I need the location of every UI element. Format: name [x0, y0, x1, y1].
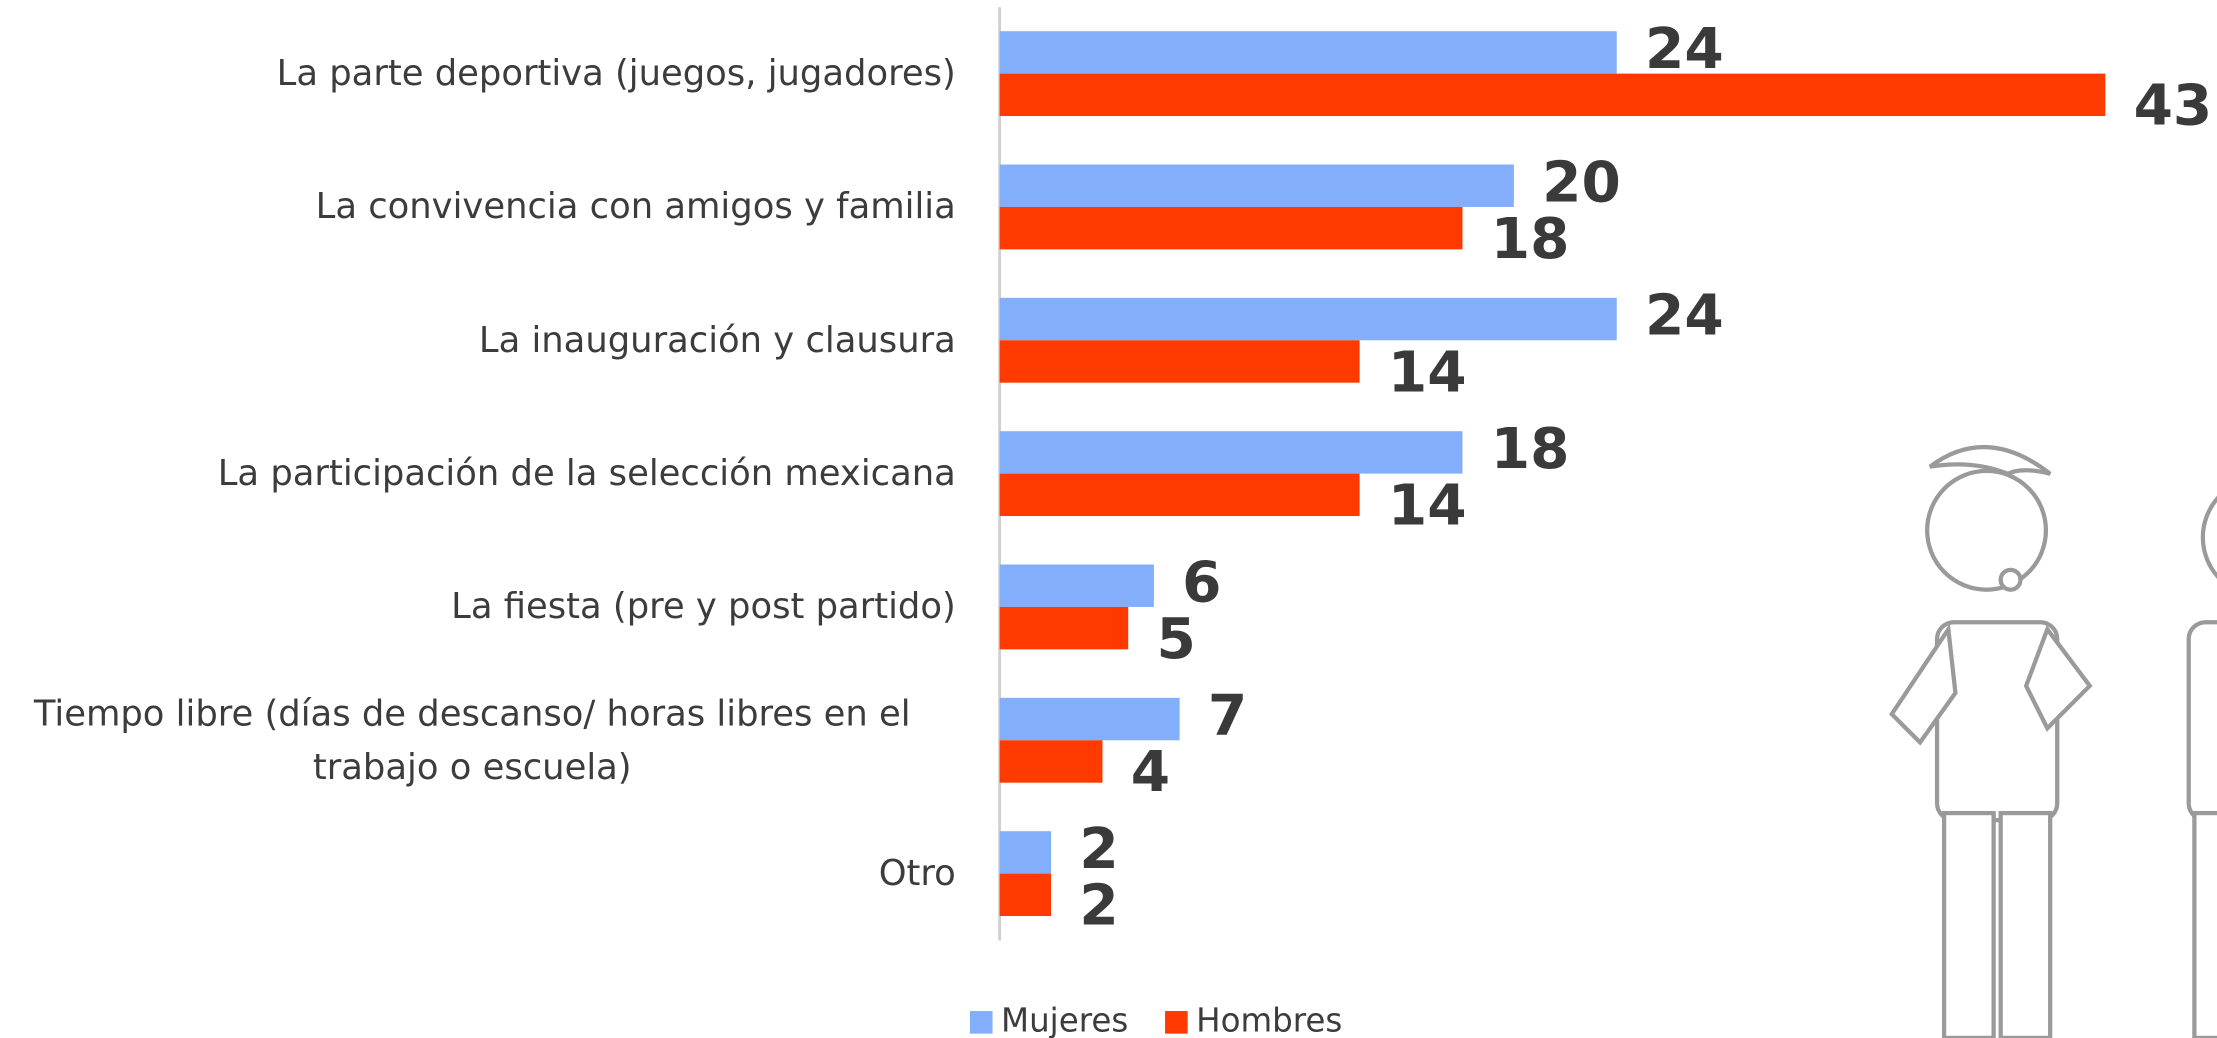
legend-swatch [969, 1011, 993, 1034]
bar [999, 740, 1103, 783]
bar [999, 73, 2106, 117]
bar [999, 164, 1514, 207]
bar [999, 206, 1463, 250]
bar [999, 340, 1360, 383]
category-label: Tiempo libre (días de descanso/ horas li… [33, 692, 911, 787]
category-label-box: La inauguración y clausura [478, 319, 956, 361]
category-label: La convivencia con amigos y familia [315, 185, 956, 227]
category-label: Otro [878, 852, 956, 894]
value-label: 4 [1131, 740, 1170, 805]
bar [999, 831, 1052, 874]
bar [999, 873, 1052, 917]
legend-label: Mujeres [1001, 1001, 1128, 1038]
category-label: La fiesta (pre y post partido) [451, 585, 956, 627]
category-label: La parte deportiva (juegos, jugadores) [276, 52, 956, 94]
category-label-box: La participación de la selección mexican… [217, 452, 956, 494]
bar [999, 697, 1180, 741]
value-label: 43 [2134, 74, 2213, 139]
value-label: 14 [1388, 340, 1467, 405]
bar [999, 473, 1360, 517]
value-label: 24 [1645, 284, 1724, 349]
category-label: La participación de la selección mexican… [217, 452, 956, 494]
value-label: 5 [1156, 607, 1195, 672]
value-label: 18 [1491, 207, 1570, 272]
category-label: La inauguración y clausura [478, 319, 956, 361]
bar [999, 31, 1617, 74]
bar [999, 431, 1463, 474]
value-label: 24 [1645, 17, 1724, 82]
value-label: 6 [1182, 550, 1221, 615]
category-label-box: Tiempo libre (días de descanso/ horas li… [33, 692, 911, 787]
legend-label: Hombres [1196, 1001, 1342, 1038]
bar [999, 606, 1129, 650]
value-label: 2 [1079, 874, 1118, 939]
value-label: 7 [1208, 684, 1247, 749]
value-label: 18 [1491, 417, 1570, 482]
category-label-box: La fiesta (pre y post partido) [451, 585, 956, 627]
category-label-box: Otro [878, 852, 956, 894]
bar [999, 564, 1154, 607]
value-label: 2 [1079, 817, 1118, 882]
bar [999, 297, 1617, 341]
legend-swatch [1165, 1011, 1188, 1034]
illustration [1889, 445, 2217, 1038]
category-label-box: La parte deportiva (juegos, jugadores) [276, 52, 956, 94]
value-label: 14 [1388, 474, 1467, 539]
category-label-box: La convivencia con amigos y familia [315, 185, 956, 227]
value-label: 20 [1542, 150, 1621, 215]
